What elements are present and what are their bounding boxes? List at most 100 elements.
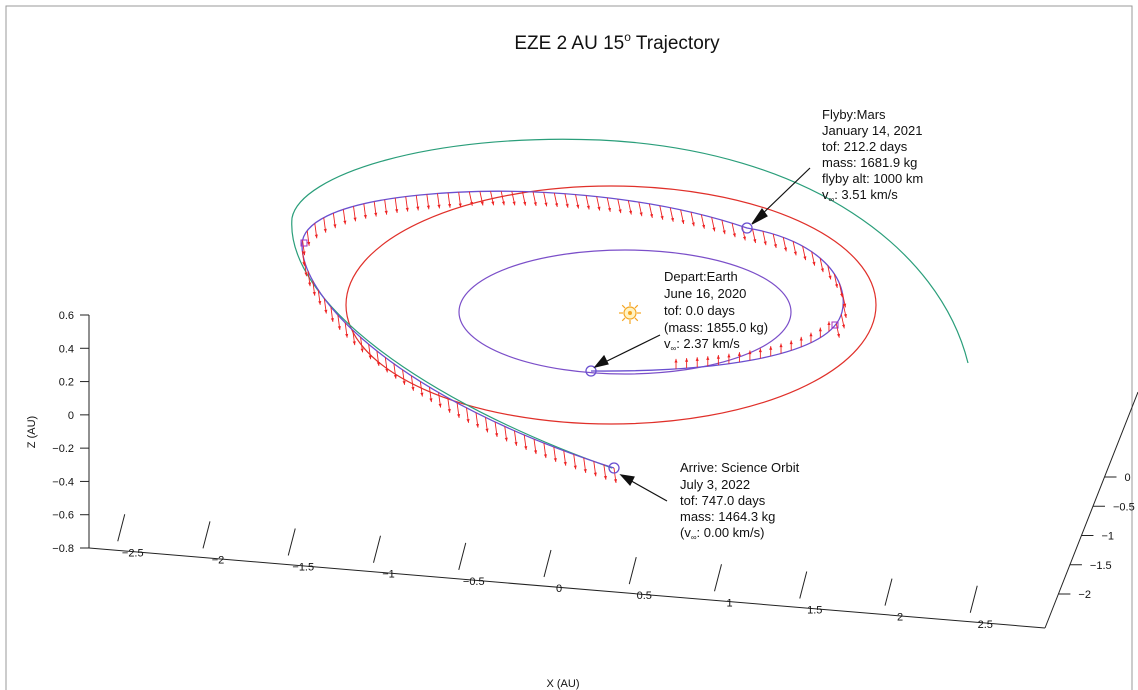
flyby-line-0: Flyby:Mars xyxy=(822,107,886,122)
thrust-vector-head xyxy=(618,209,622,214)
flyby-annotation: Flyby:Mars January 14, 2021 tof: 212.2 d… xyxy=(822,107,923,204)
thrust-vector-head xyxy=(385,368,389,373)
thrust-vector-head xyxy=(374,212,378,217)
x-tick-label: −1.5 xyxy=(292,562,314,574)
thrust-vector-head xyxy=(593,472,597,477)
figure-border xyxy=(5,5,1133,690)
thrust-vector-head xyxy=(333,224,337,229)
depart-line-2: tof: 0.0 days xyxy=(664,303,735,318)
thrust-vector-head xyxy=(783,247,788,252)
thrust-vector-head xyxy=(843,314,847,318)
thrust-vector-head xyxy=(685,358,689,362)
z-tick-label: −0.8 xyxy=(52,543,74,555)
node-marker-right xyxy=(831,321,839,329)
thrust-vector-head xyxy=(376,362,380,366)
flyby-vinf: v∞: 3.51 km/s xyxy=(822,187,898,204)
thrust-vector-head xyxy=(742,236,746,241)
thrust-vector-head xyxy=(695,357,699,361)
thrust-vector-head xyxy=(448,203,452,208)
thrust-vector-head xyxy=(712,227,716,232)
thrust-vector-head xyxy=(722,230,726,235)
arrive-marker xyxy=(608,462,620,474)
x-tick-mark xyxy=(628,557,637,585)
thrust-vector-head xyxy=(353,217,357,222)
thrust-vector-head xyxy=(345,333,349,338)
thrust-vector-head xyxy=(799,336,803,341)
x-tick-label: −1 xyxy=(382,569,395,581)
thrust-vector-head xyxy=(639,212,643,217)
thrust-vector-head xyxy=(323,228,327,233)
thrust-vector-head xyxy=(324,309,328,314)
thrust-vector-head xyxy=(691,222,695,227)
x-axis-line xyxy=(88,547,1046,629)
thrust-vector-head xyxy=(836,333,841,338)
thrust-vector-head xyxy=(674,358,678,363)
flyby-arrowhead xyxy=(751,207,768,225)
thrust-vector-head xyxy=(706,356,710,360)
thrust-vector-head xyxy=(543,454,547,459)
thrust-vector-head xyxy=(597,206,601,211)
y-axis-line xyxy=(1044,391,1138,629)
chart-title: EZE 2 AU 15o Trajectory xyxy=(514,30,720,54)
x-tick-mark xyxy=(373,535,381,563)
depart-line-3: (mass: 1855.0 kg) xyxy=(664,320,768,335)
thrust-vector-head xyxy=(727,353,731,358)
x-tick-label: 2.5 xyxy=(978,619,993,631)
x-tick-mark xyxy=(884,578,893,606)
thrust-vector-head xyxy=(318,301,322,305)
thrust-vector-head xyxy=(789,340,793,345)
thrust-vector-head xyxy=(504,437,508,442)
thrust-vector-head xyxy=(308,282,312,287)
x-tick-label: 1 xyxy=(726,597,732,609)
x-tick-label: 2 xyxy=(897,612,903,624)
thrust-vectors xyxy=(301,191,847,484)
science-orbit xyxy=(291,138,969,469)
thrust-vector-head xyxy=(607,207,612,212)
x-ticks: −2.5 −2 −1.5 −1 −0.5 0 0.5 1 1.5 2 2.5 xyxy=(117,514,993,631)
flyby-marker xyxy=(741,222,753,234)
thrust-vector-head xyxy=(583,469,587,473)
z-tick-label: 0.6 xyxy=(59,310,74,322)
z-tick-label: −0.2 xyxy=(52,443,74,455)
thrust-vector-head xyxy=(411,386,415,391)
flyby-line-2: tof: 212.2 days xyxy=(822,139,908,154)
depart-annotation: Depart:Earth June 16, 2020 tof: 0.0 days… xyxy=(664,269,768,353)
depart-vinf: v∞: 2.37 km/s xyxy=(664,336,740,353)
thrust-vector-head xyxy=(843,303,847,308)
z-tick-label: −0.6 xyxy=(52,510,74,522)
thrust-vector-head xyxy=(763,241,767,246)
thrust-vector-head xyxy=(384,210,388,215)
z-ticks: 0.6 0.4 0.2 0 −0.2 −0.4 −0.6 −0.8 xyxy=(52,310,89,555)
thrust-vector-head xyxy=(670,217,674,222)
earth-orbit xyxy=(458,249,792,375)
arrive-arrowhead xyxy=(619,474,635,487)
thrust-vector-head xyxy=(363,214,367,219)
thrust-vector-head xyxy=(402,380,406,385)
thrust-vector-head xyxy=(312,291,316,296)
spacecraft-trajectory xyxy=(301,190,844,469)
mars-orbit xyxy=(345,185,877,425)
thrust-vector-head xyxy=(753,239,757,243)
annotation-arrows xyxy=(593,167,811,502)
flyby-line-4: flyby alt: 1000 km xyxy=(822,171,923,186)
thrust-vector-head xyxy=(650,213,654,218)
z-tick-label: 0 xyxy=(68,410,74,422)
y-tick-label: −1 xyxy=(1101,531,1114,543)
thrust-vector-head xyxy=(737,352,741,356)
thrust-vector-head xyxy=(827,321,831,326)
thrust-vector-head xyxy=(779,343,783,348)
thrust-vector-head xyxy=(803,256,807,261)
thrust-vector-head xyxy=(565,203,569,208)
depart-marker xyxy=(585,365,597,377)
thrust-vector-head xyxy=(405,207,409,212)
thrust-vector-head xyxy=(812,261,816,266)
z-axis-label: Z (AU) xyxy=(26,416,38,448)
x-tick-label: −2 xyxy=(212,554,225,566)
depart-line-0: Depart:Earth xyxy=(664,269,738,284)
x-tick-mark xyxy=(202,521,211,549)
thrust-vector-head xyxy=(828,275,832,280)
arrive-line-3: mass: 1464.3 kg xyxy=(680,509,775,524)
flyby-line-1: January 14, 2021 xyxy=(822,123,922,138)
thrust-vector-head xyxy=(447,408,451,413)
thrust-vector-head xyxy=(393,374,397,379)
